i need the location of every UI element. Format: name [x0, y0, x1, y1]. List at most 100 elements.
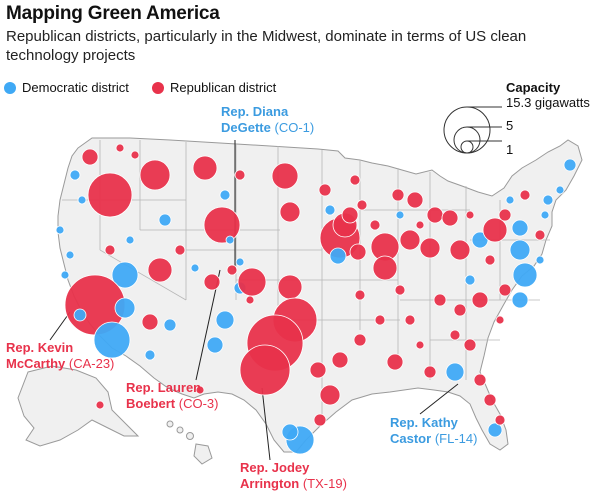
- democratic-project-bubble: [93, 321, 131, 359]
- republican-project-bubble: [415, 340, 425, 350]
- democratic-project-bubble: [540, 210, 550, 220]
- republican-project-bubble: [498, 283, 512, 297]
- republican-project-bubble: [331, 351, 349, 369]
- democratic-project-bubble: [563, 158, 577, 172]
- republican-project-bubble: [245, 295, 255, 305]
- democratic-project-bubble: [190, 263, 200, 273]
- republican-project-bubble: [279, 201, 301, 223]
- republican-project-bubble: [87, 172, 133, 218]
- republican-project-bubble: [465, 210, 475, 220]
- democratic-project-bubble: [65, 250, 75, 260]
- republican-project-bubble: [369, 219, 381, 231]
- republican-project-bubble: [313, 413, 327, 427]
- hawaii-shape: [166, 420, 213, 465]
- capacity-legend-circle-mid: [453, 126, 481, 154]
- democratic-project-bubble: [60, 270, 70, 280]
- callout-mccarthy: Rep. Kevin McCarthy (CA-23): [6, 340, 115, 371]
- democratic-project-bubble: [535, 255, 545, 265]
- callout-boebert: Rep. Lauren Boebert (CO-3): [126, 380, 219, 411]
- democratic-project-bubble: [73, 308, 87, 322]
- democratic-project-bubble: [487, 422, 503, 438]
- republican-project-bubble: [234, 169, 246, 181]
- republican-project-bubble: [406, 191, 424, 209]
- capacity-size-legend: [443, 106, 502, 154]
- democratic-project-bubble: [542, 194, 554, 206]
- republican-project-bubble: [277, 274, 303, 300]
- callout-leaders: [49, 140, 459, 461]
- republican-project-bubble: [195, 385, 205, 395]
- republican-project-bubble: [147, 257, 173, 283]
- republican-project-bubble: [419, 237, 441, 259]
- republican-project-bubble: [498, 208, 512, 222]
- republican-project-bubble: [423, 365, 437, 379]
- republican-project-bubble: [484, 254, 496, 266]
- republican-project-bubble: [453, 303, 467, 317]
- republican-project-bubble: [483, 393, 497, 407]
- chart-title: Mapping Green America: [6, 3, 220, 24]
- democratic-project-bubble: [395, 210, 405, 220]
- republican-project-bubble: [471, 291, 489, 309]
- democratic-project-bubble: [158, 213, 172, 227]
- republican-project-bubble: [341, 206, 359, 224]
- democratic-project-bubble: [324, 204, 336, 216]
- republican-project-bubble: [349, 174, 361, 186]
- democratic-project-bubble: [125, 235, 135, 245]
- republican-project-bubble: [318, 183, 332, 197]
- republican-project-bubble: [495, 315, 505, 325]
- democratic-project-bubble: [114, 297, 136, 319]
- capacity-legend-max-label: 15.3 gigawatts: [506, 95, 590, 110]
- republican-project-bubble: [473, 373, 487, 387]
- republican-project-bubble: [174, 244, 186, 256]
- republican-project-bubble: [386, 353, 404, 371]
- republican-project-bubble: [226, 264, 238, 276]
- legend-label-democratic: Democratic district: [22, 80, 129, 95]
- callout-castor: Rep. Kathy Castor (FL-14): [390, 415, 478, 446]
- republican-project-bubble: [441, 209, 459, 227]
- republican-project-bubble: [356, 199, 368, 211]
- capacity-legend-mid-label: 5: [506, 118, 514, 133]
- republican-project-bubble: [449, 329, 461, 341]
- republican-project-bubble: [494, 414, 506, 426]
- republican-project-bubble: [203, 206, 241, 244]
- republican-project-bubble: [449, 239, 471, 261]
- democratic-project-bubble: [505, 195, 515, 205]
- republican-project-bubble: [95, 400, 105, 410]
- republican-project-bubble: [203, 273, 221, 291]
- alaska-shape: [17, 365, 140, 447]
- republican-project-bubble: [353, 333, 367, 347]
- capacity-legend-title: Capacity: [506, 80, 561, 95]
- democratic-project-bubble: [163, 318, 177, 332]
- democratic-project-bubble: [509, 239, 531, 261]
- democratic-project-bubble: [206, 336, 224, 354]
- callout-degette: Rep. Diana DeGette (CO-1): [221, 104, 315, 135]
- republican-project-bubble: [309, 361, 327, 379]
- democratic-project-bubble: [55, 225, 65, 235]
- republican-project-bubble: [415, 220, 425, 230]
- republican-project-bubble: [404, 314, 416, 326]
- republican-project-bubble: [319, 384, 341, 406]
- legend-label-republican: Republican district: [170, 80, 277, 95]
- republican-project-bubble: [139, 159, 171, 191]
- democratic-project-bubble: [464, 274, 476, 286]
- democratic-project-bubble: [329, 247, 347, 265]
- republican-project-bubble: [426, 206, 444, 224]
- republican-project-bubble: [374, 314, 386, 326]
- democratic-project-bubble: [219, 189, 231, 201]
- republican-project-bubble: [519, 189, 531, 201]
- legend-item-democratic: Democratic district: [4, 80, 129, 95]
- democratic-project-bubble: [445, 362, 465, 382]
- republican-project-bubble: [81, 148, 99, 166]
- republican-project-bubble: [104, 244, 116, 256]
- democratic-project-bubble: [225, 235, 235, 245]
- democratic-project-bubble: [512, 262, 538, 288]
- republican-project-bubble: [482, 217, 508, 243]
- republican-project-bubble: [534, 229, 546, 241]
- republican-project-bubble: [394, 284, 406, 296]
- republican-project-bubble: [115, 143, 125, 153]
- republican-project-bubble: [239, 344, 291, 396]
- republican-project-bubble: [130, 150, 140, 160]
- republican-project-bubble: [463, 338, 477, 352]
- democratic-project-bubble: [281, 423, 299, 441]
